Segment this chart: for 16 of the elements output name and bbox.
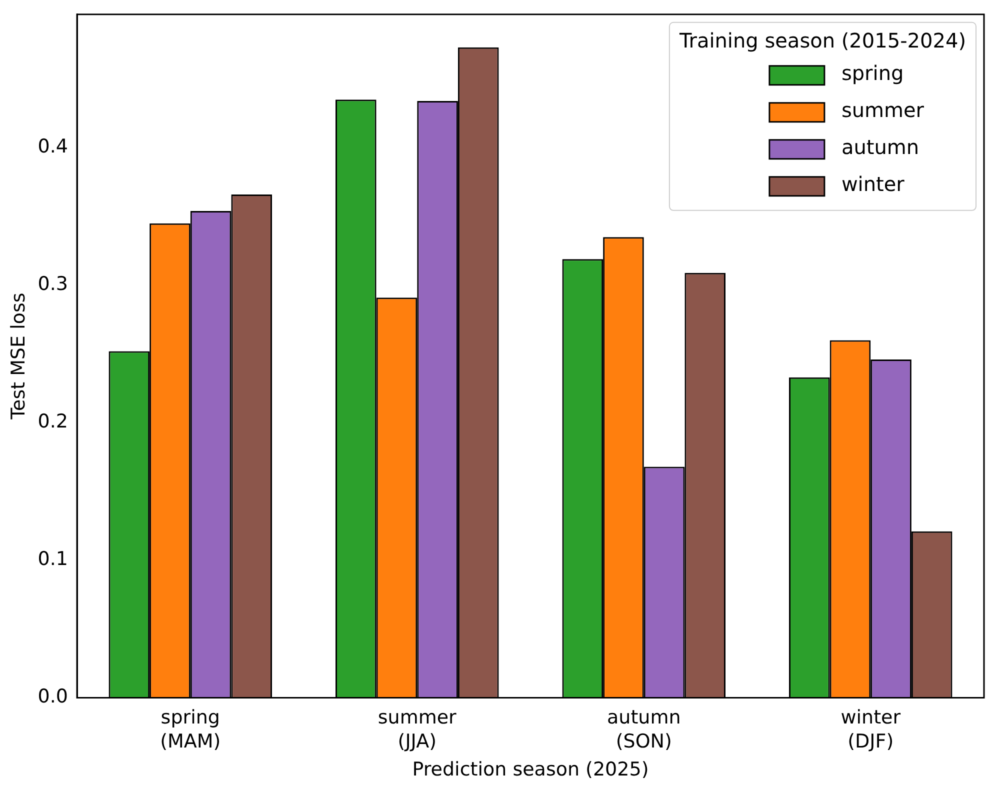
y-axis-title: Test MSE loss: [7, 292, 30, 420]
x-tick-label: summer (JJA): [378, 706, 457, 752]
x-tick-label: autumn (SON): [607, 706, 681, 752]
y-tick-label: 0.2: [38, 410, 68, 433]
legend-label: winter: [841, 172, 906, 196]
legend-label: autumn: [841, 135, 920, 160]
legend-title: Training season (2015-2024): [678, 28, 966, 53]
legend-label: spring: [841, 61, 904, 86]
legend-label: summer: [841, 98, 925, 122]
x-tick-label: winter (DJF): [840, 706, 901, 752]
x-axis-title: Prediction season (2025): [412, 758, 649, 781]
y-tick-label: 0.4: [38, 136, 68, 158]
y-tick-label: 0.0: [38, 686, 68, 708]
y-tick-label: 0.3: [38, 273, 68, 296]
y-tick-label: 0.1: [38, 548, 68, 570]
x-tick-label: spring (MAM): [160, 706, 221, 752]
